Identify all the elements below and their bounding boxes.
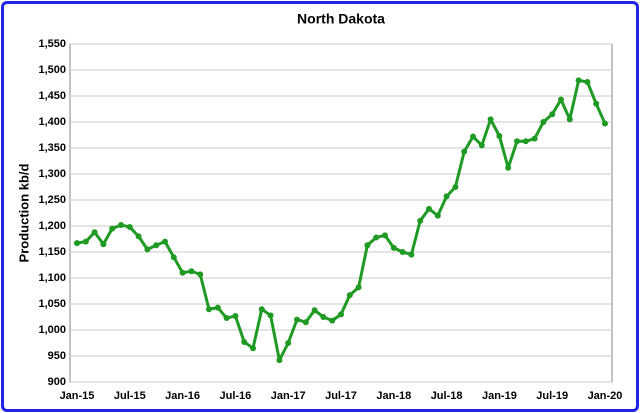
data-point: [364, 242, 371, 249]
x-tick-label: Jul-17: [325, 390, 357, 402]
data-point: [100, 241, 107, 248]
data-point: [549, 111, 556, 118]
data-point: [478, 142, 485, 149]
y-axis-label: Production kb/d: [16, 163, 31, 262]
x-tick-label: Jan-15: [60, 390, 95, 402]
y-tick-label: 1,300: [38, 168, 66, 180]
data-point: [320, 314, 327, 320]
data-point: [153, 242, 160, 249]
data-point: [558, 96, 564, 103]
x-tick-label: Jan-17: [271, 390, 306, 402]
data-point: [232, 312, 239, 319]
data-point: [214, 304, 221, 311]
data-point: [302, 319, 309, 326]
data-point: [566, 116, 573, 123]
data-point: [329, 317, 336, 324]
y-tick-label: 900: [48, 376, 66, 388]
data-point: [531, 135, 538, 142]
chart-title: North Dakota: [297, 11, 385, 27]
data-point: [285, 340, 292, 346]
data-point: [382, 232, 388, 239]
data-point: [602, 120, 608, 127]
data-point: [355, 284, 362, 291]
data-point: [311, 307, 318, 314]
data-point: [593, 100, 600, 107]
data-point: [399, 249, 406, 255]
data-point: [434, 212, 441, 219]
data-point: [170, 254, 177, 261]
data-point: [373, 234, 380, 241]
y-tick-label: 1,500: [38, 64, 66, 76]
data-point: [346, 292, 353, 299]
x-tick-label: Jan-19: [482, 390, 517, 402]
data-point: [250, 345, 256, 352]
data-point: [470, 133, 476, 140]
data-point: [267, 312, 274, 319]
x-tick-label: Jan-20: [588, 390, 623, 402]
data-point: [540, 119, 547, 125]
x-tick-label: Jul-18: [431, 390, 463, 402]
data-point: [417, 217, 424, 224]
x-tick-label: Jan-16: [165, 390, 200, 402]
data-point: [162, 238, 168, 245]
data-point: [135, 233, 142, 240]
data-point: [522, 138, 529, 145]
data-point: [258, 306, 265, 313]
data-point: [584, 78, 591, 85]
data-point: [118, 221, 124, 228]
data-point: [514, 138, 520, 145]
data-point: [82, 238, 89, 245]
data-point: [487, 116, 494, 123]
data-point: [188, 268, 195, 275]
y-tick-label: 1,200: [38, 220, 66, 232]
y-tick-label: 1,550: [38, 38, 66, 50]
data-point: [109, 225, 116, 232]
data-point: [206, 306, 212, 313]
data-point: [426, 205, 432, 212]
data-point: [197, 271, 204, 278]
data-point: [241, 338, 248, 345]
data-point: [575, 77, 582, 84]
y-tick-label: 1,150: [38, 246, 66, 258]
x-tick-label: Jul-19: [536, 390, 568, 402]
y-tick-label: 1,050: [38, 298, 66, 310]
y-tick-label: 1,450: [38, 90, 66, 102]
data-point: [452, 184, 459, 190]
y-tick-label: 1,350: [38, 142, 66, 154]
data-point: [461, 148, 468, 155]
data-point: [505, 164, 512, 171]
y-tick-label: 1,100: [38, 272, 66, 284]
data-point: [294, 316, 300, 323]
data-point: [390, 244, 397, 251]
y-tick-label: 1,400: [38, 116, 66, 128]
x-tick-label: Jan-18: [376, 390, 411, 402]
data-point: [74, 240, 80, 247]
data-point: [179, 269, 186, 276]
plot-area: [69, 43, 613, 383]
data-point: [338, 311, 344, 318]
y-tick-label: 950: [48, 350, 66, 362]
data-point: [408, 251, 415, 258]
data-point: [276, 357, 283, 364]
data-point: [91, 229, 98, 236]
x-tick-label: Jul-16: [220, 390, 252, 402]
data-point: [496, 133, 503, 140]
y-tick-label: 1,250: [38, 194, 66, 206]
data-point: [223, 315, 230, 322]
data-point: [443, 193, 450, 200]
x-tick-label: Jul-15: [114, 390, 146, 402]
y-tick-label: 1,000: [38, 324, 66, 336]
data-point: [144, 246, 151, 253]
data-point: [126, 224, 133, 231]
